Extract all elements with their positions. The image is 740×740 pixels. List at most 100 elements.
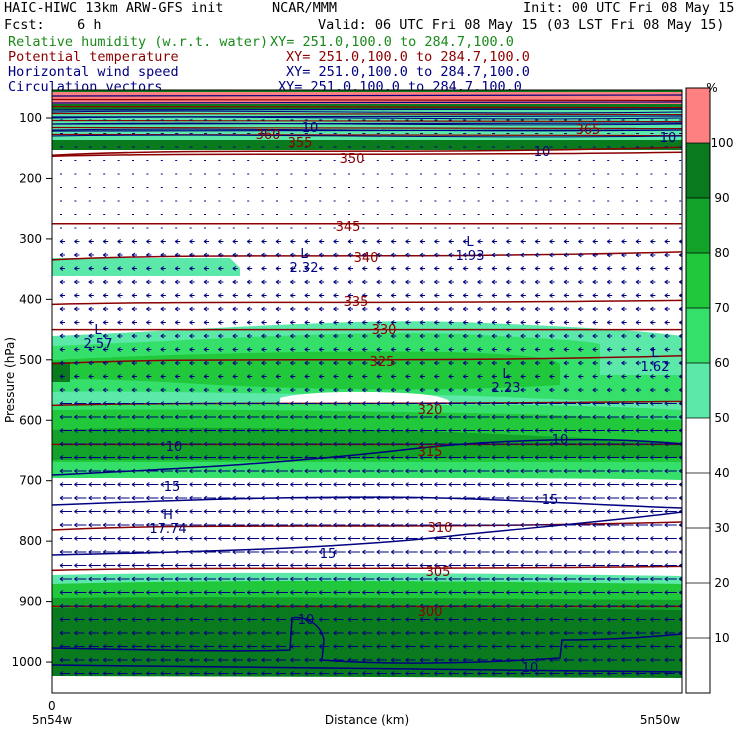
circulation-vector-head [534,644,539,649]
circulation-vector-head [650,239,654,244]
circulation-vector-head [59,347,64,352]
circulation-vector-head [261,590,265,595]
circulation-vector-head [246,360,251,366]
circulation-vector-head [578,320,582,325]
circulation-vector-head [635,671,640,676]
circulation-vector-head [650,252,654,258]
circulation-vector-head [592,347,597,352]
circulation-vector-head [59,360,64,366]
extremum-marker: L [300,247,308,262]
circulation-vector-head [664,347,669,352]
circulation-vector-head [635,441,640,447]
circulation-vector-head [246,306,251,312]
circulation-vector-head [362,549,366,555]
circulation-vector-head [160,549,165,555]
circulation-vector-head [275,468,280,474]
circulation-vector-head [160,482,165,487]
circulation-vector-head [347,387,352,393]
circulation-vector-head [434,576,438,582]
circulation-vector-head [650,320,654,325]
circulation-vector-head [102,563,107,568]
circulation-vector-head [362,293,366,298]
circulation-vector-head [146,657,150,663]
circulation-vector-head [218,482,222,487]
circulation-vector-head [146,468,150,474]
circulation-vector-head [506,414,510,420]
circulation-vector-head [232,536,237,541]
circulation-vector-head [117,603,121,609]
circulation-vector-head [347,482,352,487]
circulation-vector-head [160,495,165,501]
circulation-vector-head [621,482,625,487]
circulation-vector-head [290,509,294,514]
tropopause-contour-line [52,122,682,125]
circulation-vector-head [621,239,625,244]
circulation-vector-head [621,455,625,460]
circulation-vector-head [246,536,251,541]
circulation-vector-head [520,536,525,541]
circulation-vector-head [390,617,395,622]
circulation-vector-head [549,590,553,595]
circulation-vector-head [74,252,78,258]
circulation-vector-head [563,657,568,663]
theta-contour-label: 350 [340,152,365,167]
circulation-vector-head [261,563,265,568]
circulation-vector-head [117,279,121,285]
circulation-vector-head [333,306,337,312]
circulation-vector-head [362,522,366,528]
circulation-vector-head [592,360,597,366]
circulation-vector-head [131,630,136,636]
circulation-vector-head [606,387,611,393]
circulation-vector-head [218,671,222,676]
theta-contour-label: 300 [418,605,443,620]
circulation-vector-head [117,401,121,406]
circulation-vector-head [318,239,323,244]
circulation-vector-head [290,630,294,636]
extremum-value: 2.32 [290,261,319,276]
circulation-vector-head [650,468,654,474]
circulation-vector-head [333,374,337,379]
wind-contour-label: 10 [522,661,539,676]
circulation-vector-head [88,401,93,406]
colorbar-band [686,363,710,418]
circulation-vector-head [434,603,438,609]
circulation-vector-head [232,306,237,312]
circulation-vector-head [621,374,625,379]
circulation-vector-head [59,671,64,676]
circulation-vector-head [102,387,107,393]
circulation-vector-head [462,428,467,433]
circulation-vector-head [534,428,539,433]
circulation-vector-head [621,495,625,501]
circulation-vector-head [477,333,481,339]
circulation-vector-head [506,617,510,622]
circulation-vector-head [635,360,640,366]
circulation-vector-head [419,590,424,595]
circulation-vector-head [506,630,510,636]
circulation-vector-head [146,522,150,528]
circulation-vector-head [477,536,481,541]
circulation-vector-head [563,509,568,514]
circulation-vector-head [290,468,294,474]
circulation-vector-head [261,306,265,312]
circulation-vector-head [592,549,597,555]
circulation-vector-head [549,347,553,352]
circulation-vector-head [448,509,453,514]
jet-contour-line [52,128,682,132]
circulation-vector-head [520,293,525,298]
circulation-vector-head [347,644,352,649]
circulation-vector-head [592,428,597,433]
circulation-vector-head [174,495,179,501]
circulation-vector-head [59,239,64,244]
circulation-vector-head [405,509,409,514]
tropopause-contour-line [52,98,682,102]
circulation-vector-head [347,455,352,460]
circulation-vector-head [520,522,525,528]
circulation-vector-head [520,590,525,595]
circulation-vector-head [189,576,193,582]
circulation-vector-head [246,320,251,325]
circulation-vector-head [347,306,352,312]
tropopause-contour-line [52,119,682,123]
circulation-vector-head [261,468,265,474]
circulation-vector-head [491,495,496,501]
wind-contour-label: 10 [302,121,319,136]
